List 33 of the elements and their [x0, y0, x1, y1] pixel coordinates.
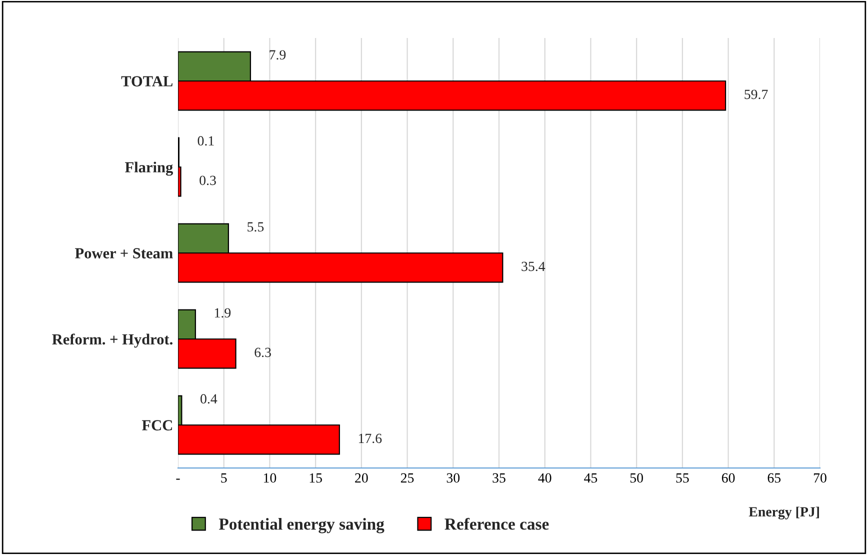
legend-label: Reference case — [444, 518, 549, 530]
data-label: 0.4 — [200, 394, 218, 404]
x-tick-label: 55 — [676, 473, 689, 483]
y-tick-label: Reform. + Hydrot. — [52, 334, 172, 348]
x-tick-label: - — [176, 478, 180, 480]
data-label: 6.3 — [254, 348, 271, 358]
x-tick-label: 60 — [722, 473, 735, 483]
data-label: 59.7 — [744, 90, 768, 100]
data-label: 35.4 — [522, 262, 546, 272]
y-tick-label: TOTAL — [121, 76, 172, 86]
x-tick-label: 65 — [768, 473, 781, 483]
legend-label: Potential energy saving — [218, 518, 384, 534]
y-tick-label: Flaring — [125, 162, 173, 176]
y-tick-label: Power + Steam — [75, 248, 173, 258]
data-label: 7.9 — [270, 50, 286, 60]
data-label: 5.5 — [248, 222, 264, 232]
data-label: 17.6 — [358, 434, 382, 444]
x-tick-label: 45 — [584, 473, 598, 483]
x-tick-label: 15 — [310, 473, 322, 483]
x-tick-label: 20 — [355, 473, 368, 483]
x-tick-label: 50 — [630, 473, 643, 483]
x-tick-label: 5 — [221, 473, 227, 483]
x-tick-label: 70 — [814, 473, 826, 483]
x-tick-label: 30 — [446, 473, 460, 483]
data-label: 0.3 — [200, 176, 216, 186]
data-label: 0.1 — [198, 136, 214, 146]
y-tick-label: FCC — [142, 420, 172, 430]
x-axis-title: Energy [PJ] — [748, 506, 819, 520]
x-tick-label: 25 — [400, 473, 414, 483]
x-tick-label: 40 — [538, 473, 552, 483]
x-tick-label: 35 — [492, 473, 506, 483]
x-tick-label: 10 — [264, 473, 276, 483]
data-label: 1.9 — [214, 308, 231, 318]
